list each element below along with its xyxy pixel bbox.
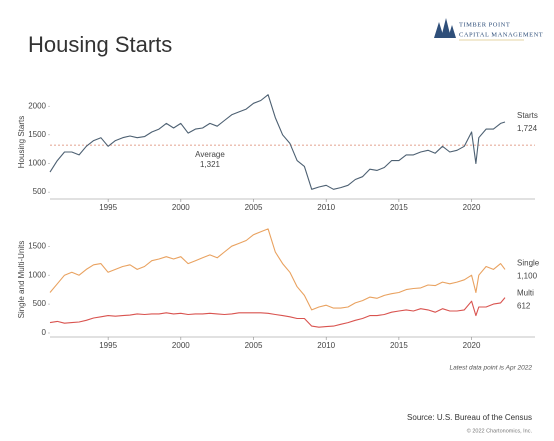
y-tick-label: 1000 [28,159,46,168]
x-tick-label: 2010 [317,203,335,212]
x-tick-label: 2015 [390,203,408,212]
series-line [49,297,506,328]
y-tick-label: 2000 [28,101,46,110]
y-tick-label: 500 [33,187,47,196]
x-tick-label: 2010 [317,341,335,350]
y-tick-label: 1500 [28,241,46,250]
y-tick-label: 500 [33,299,47,308]
x-tick-label: 2005 [245,203,263,212]
end-value-label: 1,724 [517,124,538,133]
x-tick-label: 2020 [463,203,481,212]
series-line [49,228,506,311]
copyright: © 2022 Chartonomics, Inc. [467,427,533,434]
x-tick-label: 1995 [99,203,117,212]
logo-tree [441,18,451,38]
logo-tree [434,22,444,38]
y-tick-label: 0 [42,328,47,337]
legend-label: Single [517,258,540,267]
y-tick-label: 1000 [28,270,46,279]
y-tick-label: 1500 [28,130,46,139]
average-value: 1,321 [200,160,221,169]
logo-tree [448,25,456,38]
x-tick-label: 2020 [463,341,481,350]
legend-label: Multi [517,289,534,298]
y-axis-title: Single and Multi-Units [17,241,26,319]
logo-text: CAPITAL MANAGEMENT [459,31,543,38]
source: Source: U.S. Bureau of the Census [407,413,532,422]
x-tick-label: 2000 [172,203,190,212]
end-value-label: 612 [517,302,531,311]
x-tick-label: 2005 [245,341,263,350]
footnote: Latest data point is Apr 2022 [449,365,532,372]
logo [434,18,456,38]
average-label: Average [195,150,225,159]
legend-label: Starts [517,111,538,120]
x-tick-label: 2000 [172,341,190,350]
page-title: Housing Starts [28,32,172,57]
y-axis-title: Housing Starts [17,116,26,168]
logo-text: TIMBER POINT [459,21,510,28]
end-value-label: 1,100 [517,271,538,280]
x-tick-label: 1995 [99,341,117,350]
x-tick-label: 2015 [390,341,408,350]
series-line [49,94,506,190]
